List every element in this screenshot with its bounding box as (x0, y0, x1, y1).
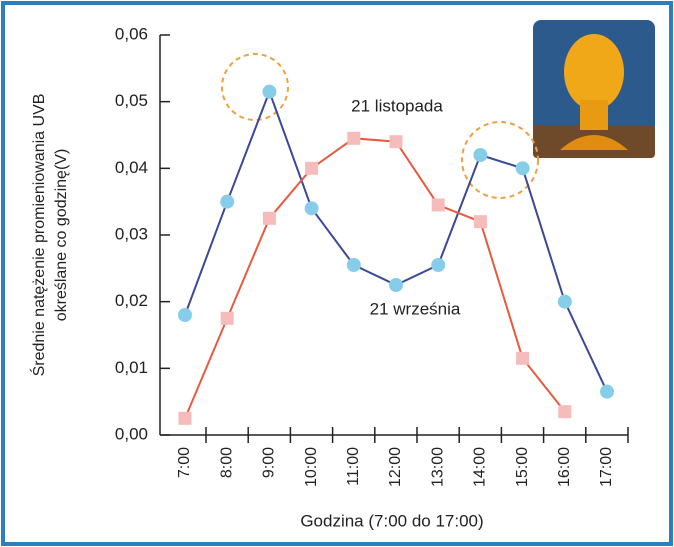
marker (389, 278, 403, 292)
series-label: 21 września (370, 299, 461, 318)
marker (389, 135, 403, 149)
x-tick-label: 12:00 (387, 447, 404, 487)
marker (178, 411, 192, 425)
marker (220, 194, 235, 209)
x-tick-label: 13:00 (429, 447, 446, 487)
x-tick-label: 17:00 (598, 447, 615, 487)
marker (558, 405, 572, 419)
marker (431, 198, 445, 212)
marker (346, 258, 361, 272)
y-tick-label: 0,06 (115, 24, 148, 43)
highlight-circle (461, 121, 539, 199)
x-tick-label: 8:00 (218, 447, 235, 478)
marker (262, 211, 276, 225)
x-axis-label: Godzina (7:00 do 17:00) (300, 511, 483, 530)
series-line (184, 137, 566, 419)
y-tick-label: 0,02 (115, 291, 148, 310)
x-tick-label: 15:00 (514, 447, 531, 487)
y-axis-label: określane co godzinę(V) (53, 149, 70, 322)
marker (178, 308, 192, 322)
photo (533, 20, 655, 158)
y-tick-label: 0,00 (115, 424, 148, 443)
y-tick-label: 0,03 (115, 224, 148, 243)
x-tick-label: 9:00 (261, 447, 278, 478)
marker (220, 311, 234, 325)
x-tick-label: 10:00 (303, 447, 320, 487)
marker (516, 351, 530, 365)
y-tick-label: 0,04 (115, 158, 148, 177)
marker (600, 384, 614, 399)
x-tick-label: 16:00 (556, 447, 573, 487)
marker (347, 131, 361, 145)
shoulders (560, 135, 628, 150)
neck (580, 100, 608, 130)
x-tick-label: 11:00 (345, 447, 362, 486)
y-tick-label: 0,05 (115, 91, 148, 110)
x-tick-label: 7:00 (176, 447, 193, 478)
marker (473, 148, 488, 162)
head (564, 34, 624, 110)
marker (473, 215, 487, 229)
marker (515, 161, 530, 176)
series-label: 21 listopada (351, 96, 443, 115)
marker (304, 201, 319, 216)
marker (262, 84, 277, 99)
highlight-circle (221, 53, 289, 121)
y-tick-label: 0,01 (115, 358, 148, 377)
marker (557, 294, 572, 309)
y-axis-label: Średnie natężenie promieniowania UVB (29, 94, 48, 377)
x-tick-label: 14:00 (472, 447, 489, 487)
marker (431, 258, 446, 272)
marker (305, 161, 319, 175)
